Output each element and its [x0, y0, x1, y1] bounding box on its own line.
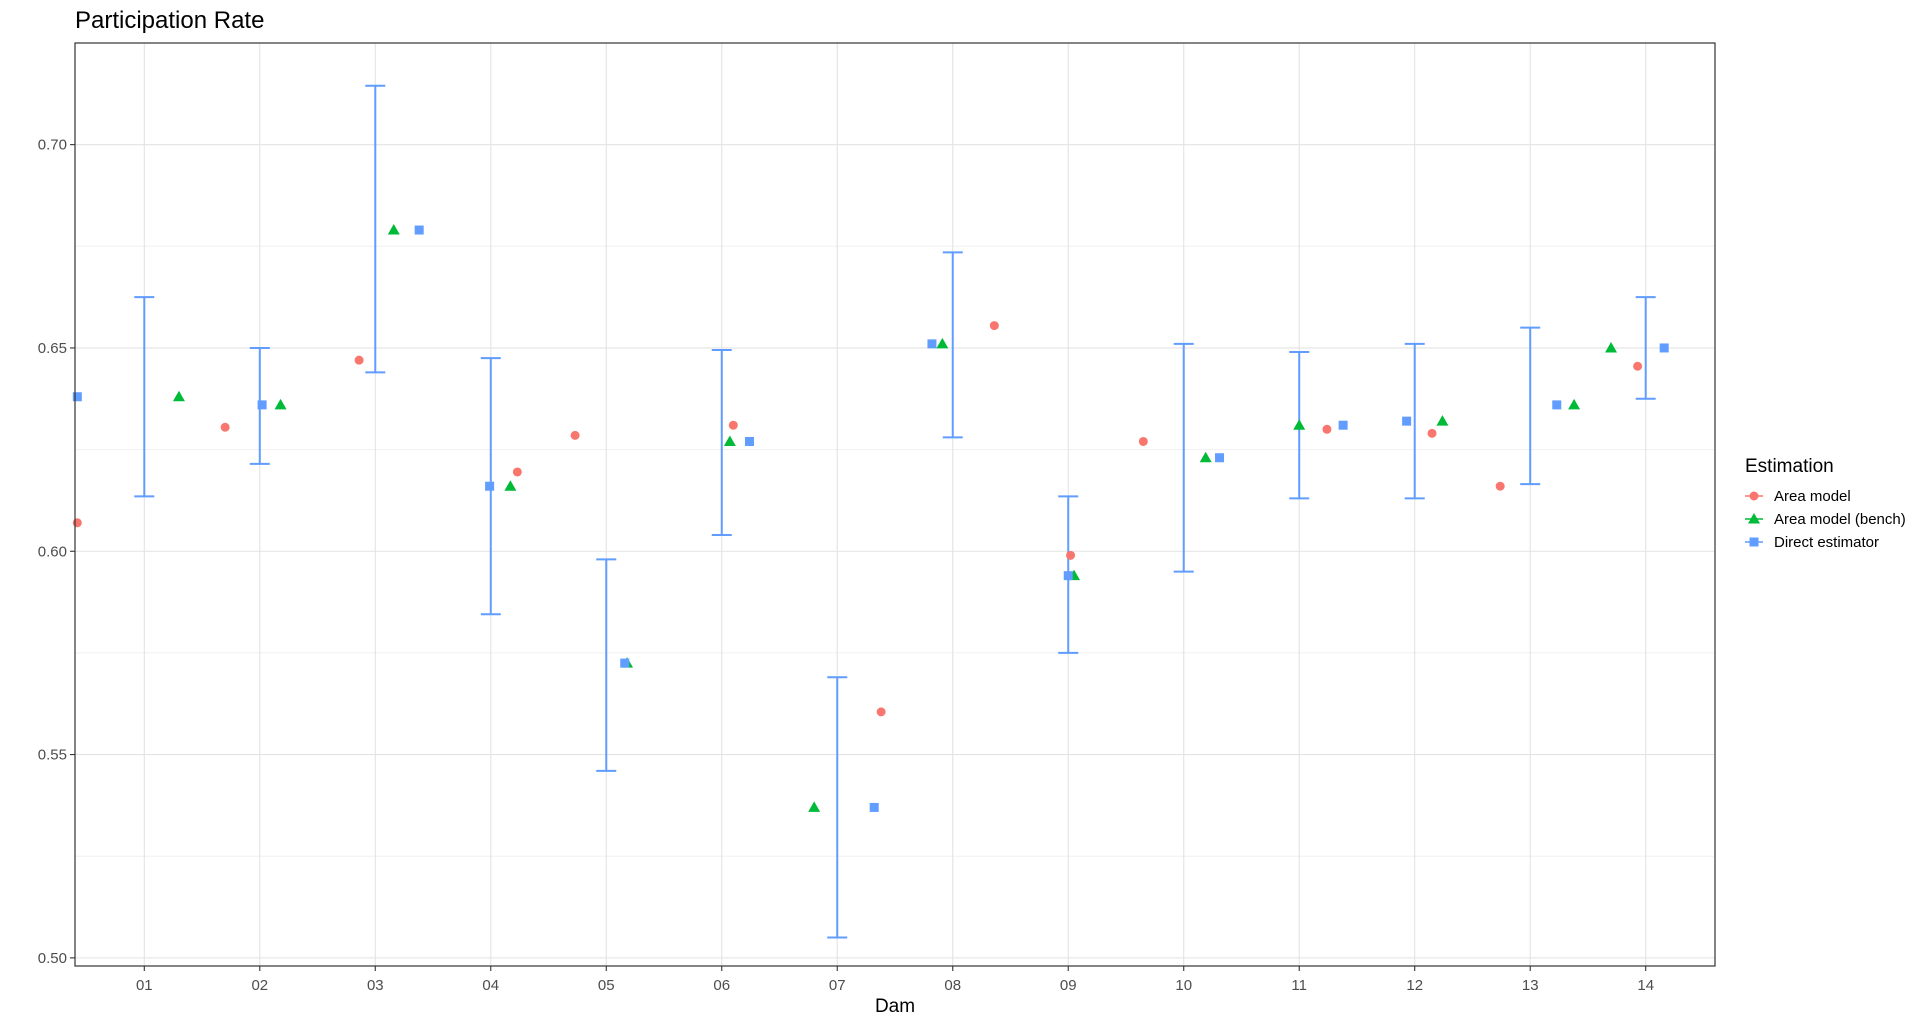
- data-point-area-model: [1066, 550, 1076, 560]
- x-tick-label: 12: [1406, 977, 1423, 994]
- data-point-direct-estimator: [1402, 416, 1412, 426]
- legend-label: Area model (bench): [1774, 511, 1906, 528]
- error-bar: [1520, 326, 1541, 486]
- data-point-area-model-bench: [504, 480, 517, 491]
- x-tick-label: 13: [1522, 977, 1539, 994]
- x-tick-label: 03: [367, 977, 384, 994]
- data-point-area-model-bench: [1199, 451, 1212, 463]
- error-bar: [596, 558, 617, 772]
- plot-border: [74, 42, 1716, 967]
- data-point-direct-estimator: [744, 436, 754, 446]
- data-points: [72, 224, 1669, 812]
- x-axis-title: Dam: [875, 996, 915, 1017]
- data-point-area-model: [1633, 361, 1643, 371]
- y-tick-label: 0.50: [38, 950, 67, 967]
- x-tick-label: 06: [713, 977, 730, 994]
- legend-key-marker: [1749, 491, 1759, 501]
- data-point-area-model: [1322, 424, 1332, 434]
- chart-title: Participation Rate: [75, 7, 264, 34]
- data-point-area-model: [354, 355, 364, 365]
- data-point-area-model-bench: [1436, 415, 1449, 426]
- data-point-direct-estimator: [1215, 453, 1225, 463]
- legend-key-marker: [1748, 513, 1760, 524]
- x-tick-label: 04: [482, 977, 499, 994]
- data-point-direct-estimator: [620, 658, 630, 668]
- data-point-area-model: [728, 420, 738, 430]
- data-point-area-model: [1427, 428, 1437, 438]
- data-point-area-model: [512, 467, 522, 477]
- x-tick-label: 10: [1175, 977, 1192, 994]
- x-tick-label: 08: [944, 977, 961, 994]
- data-point-direct-estimator: [257, 400, 267, 410]
- legend-label: Area model: [1774, 488, 1851, 505]
- data-point-area-model-bench: [1568, 398, 1581, 410]
- y-tick-label: 0.60: [38, 543, 67, 560]
- data-point-area-model-bench: [387, 224, 400, 235]
- data-point-area-model: [989, 321, 999, 331]
- error-bar: [1173, 342, 1194, 573]
- error-bar: [942, 251, 963, 439]
- data-point-area-model-bench: [936, 337, 949, 349]
- data-point-direct-estimator: [72, 392, 82, 402]
- data-point-area-model: [220, 422, 230, 432]
- y-axis: 0.50 0.55 0.60 0.65 0.70: [38, 137, 75, 967]
- data-point-direct-estimator: [485, 481, 495, 491]
- legend: Estimation Area model Area model (bench) D…: [1745, 456, 1906, 551]
- data-point-area-model-bench: [723, 435, 736, 446]
- data-point-area-model: [876, 707, 886, 717]
- x-tick-label: 05: [598, 977, 615, 994]
- plot-panel: [75, 43, 1715, 966]
- data-point-area-model-bench: [1605, 341, 1618, 353]
- x-tick-label: 01: [136, 977, 153, 994]
- data-point-area-model: [1138, 436, 1148, 446]
- x-tick-label: 02: [251, 977, 268, 994]
- x-tick-label: 11: [1291, 977, 1307, 994]
- data-point-direct-estimator: [1063, 571, 1073, 581]
- error-bar: [711, 348, 732, 536]
- data-point-area-model-bench: [808, 801, 821, 812]
- data-point-direct-estimator: [1338, 420, 1348, 430]
- y-tick-label: 0.55: [38, 747, 67, 764]
- error-bar: [827, 676, 848, 939]
- y-tick-label: 0.70: [38, 137, 67, 154]
- x-tick-label: 09: [1060, 977, 1077, 994]
- data-point-area-model-bench: [274, 398, 287, 410]
- data-point-area-model-bench: [172, 390, 185, 402]
- error-bar: [1635, 296, 1656, 400]
- error-bars: [134, 84, 1656, 939]
- x-tick-label: 07: [829, 977, 846, 994]
- legend-item-direct-estimator: Direct estimator: [1745, 534, 1879, 551]
- x-axis: 01 02 03 04 05 06 07 08 09 10 11 12 13 14: [136, 966, 1654, 994]
- data-point-area-model: [72, 518, 82, 528]
- data-point-direct-estimator: [869, 802, 879, 812]
- data-point-area-model: [1495, 481, 1505, 491]
- data-point-area-model: [570, 430, 580, 440]
- error-bar: [1404, 342, 1425, 500]
- error-bar: [134, 296, 155, 498]
- data-point-area-model-bench: [1293, 419, 1306, 430]
- legend-item-area-model: Area model: [1745, 488, 1851, 505]
- error-bar: [365, 84, 386, 374]
- legend-title: Estimation: [1745, 456, 1834, 477]
- data-point-direct-estimator: [414, 225, 424, 235]
- x-tick-label: 14: [1637, 977, 1654, 994]
- data-point-direct-estimator: [1552, 400, 1562, 410]
- legend-label: Direct estimator: [1774, 534, 1879, 551]
- data-point-direct-estimator: [1659, 343, 1669, 353]
- y-tick-label: 0.65: [38, 340, 67, 357]
- legend-item-area-model-bench: Area model (bench): [1745, 511, 1906, 528]
- data-point-direct-estimator: [927, 339, 937, 349]
- legend-key-marker: [1749, 537, 1759, 547]
